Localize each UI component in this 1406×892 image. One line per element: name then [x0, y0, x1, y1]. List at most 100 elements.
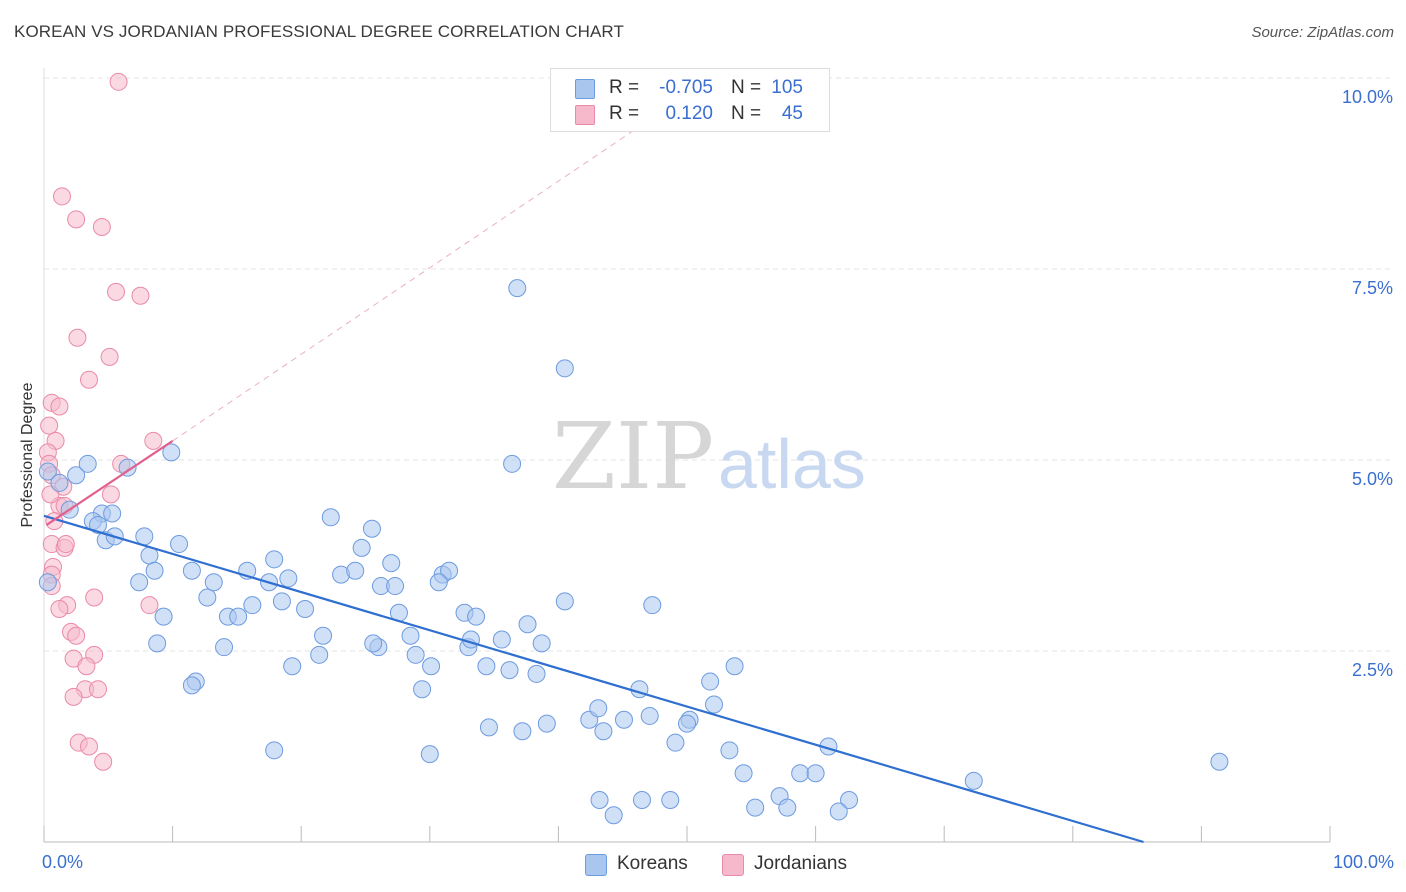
korean-point: [401, 626, 420, 645]
jordanian-point: [107, 282, 126, 301]
jordanian-point: [89, 680, 108, 699]
korean-point: [78, 454, 97, 473]
korean-point: [89, 515, 108, 534]
chart-source: Source: ZipAtlas.com: [1251, 24, 1394, 41]
series-label-jordanians: Jordanians: [754, 853, 847, 874]
korean-point: [243, 596, 262, 615]
korean-point: [162, 443, 181, 462]
korean-point: [746, 798, 765, 817]
korean-point: [720, 741, 739, 760]
korean-point: [661, 790, 680, 809]
jordanian-point: [68, 328, 87, 347]
korean-point: [406, 645, 425, 664]
jordanian-point: [100, 347, 119, 366]
korean-point: [103, 504, 122, 523]
korean-point: [518, 615, 537, 634]
jordanian-point: [92, 217, 111, 236]
korean-point: [513, 722, 532, 741]
korean-point: [145, 561, 164, 580]
jordanian-point: [77, 657, 96, 676]
legend-r-value: 0.120: [665, 103, 713, 124]
watermark-zip: ZIP: [552, 403, 714, 510]
korean-point: [705, 695, 724, 714]
korean-point: [734, 764, 753, 783]
korean-point: [477, 657, 496, 676]
korean-point: [38, 462, 57, 481]
korean-point: [725, 657, 744, 676]
korean-point: [229, 607, 248, 626]
jordanian-point: [67, 626, 86, 645]
jordanian-point: [101, 485, 120, 504]
korean-points: [38, 279, 1229, 825]
korean-point: [778, 798, 797, 817]
korean-point: [362, 519, 381, 538]
legend-r-label: R =: [609, 77, 640, 98]
jordanian-point: [40, 416, 59, 435]
jordanian-point: [109, 72, 128, 91]
legend-n-value: 45: [781, 103, 803, 124]
korean-point: [479, 718, 498, 737]
y-tick-label: 2.5%: [1352, 660, 1393, 680]
correlation-legend: R = -0.705 N = 105 R = 0.120 N = 45: [550, 68, 830, 132]
jordanian-point: [80, 737, 99, 756]
korean-point: [829, 802, 848, 821]
korean-point: [701, 672, 720, 691]
korean-point: [135, 527, 154, 546]
legend-r-label: R =: [609, 103, 640, 124]
korean-point: [283, 657, 302, 676]
y-tick-label: 5.0%: [1352, 469, 1393, 489]
korean-point: [314, 626, 333, 645]
korean-point: [440, 561, 459, 580]
legend-swatch-koreans: [575, 79, 595, 99]
korean-point: [382, 554, 401, 573]
korean-point: [589, 699, 608, 718]
series-label-koreans: Koreans: [617, 853, 688, 874]
korean-point: [604, 806, 623, 825]
korean-point: [632, 790, 651, 809]
korean-point: [555, 592, 574, 611]
legend-n-label: N =: [731, 77, 762, 98]
series-swatch-koreans: [585, 854, 607, 876]
korean-point: [467, 607, 486, 626]
korean-point: [527, 664, 546, 683]
korean-point: [198, 588, 217, 607]
korean-point: [643, 596, 662, 615]
watermark: ZIP atlas: [552, 403, 866, 510]
y-tick-label: 10.0%: [1342, 87, 1393, 107]
legend-row-koreans: R = -0.705 N = 105: [551, 75, 829, 101]
korean-point: [806, 764, 825, 783]
korean-point: [492, 630, 511, 649]
korean-point: [352, 538, 371, 557]
jordanian-point: [67, 210, 86, 229]
korean-point: [386, 577, 405, 596]
korean-point: [279, 569, 298, 588]
series-swatch-jordanians: [722, 854, 744, 876]
jordanian-point: [56, 535, 75, 554]
y-tick-label: 7.5%: [1352, 278, 1393, 298]
korean-point: [590, 790, 609, 809]
korean-point: [182, 561, 201, 580]
korean-point: [265, 741, 284, 760]
korean-point: [182, 676, 201, 695]
chart-title: KOREAN VS JORDANIAN PROFESSIONAL DEGREE …: [14, 22, 624, 41]
korean-point: [666, 733, 685, 752]
jordanian-point: [94, 752, 113, 771]
jordanian-trend-line: [45, 439, 174, 526]
x-tick-label-min: 0.0%: [42, 852, 84, 872]
korean-point: [310, 645, 329, 664]
korean-point: [420, 745, 439, 764]
korean-point: [422, 657, 441, 676]
korean-point: [67, 466, 86, 485]
jordanian-point: [85, 588, 104, 607]
legend-n-label: N =: [731, 103, 762, 124]
legend-n-value: 105: [771, 77, 803, 98]
korean-point: [413, 680, 432, 699]
korean-point: [38, 573, 57, 592]
jordanian-trend-extension: [172, 115, 656, 442]
series-legend: Koreans Jordanians: [0, 852, 1406, 878]
korean-point: [429, 573, 448, 592]
korean-point: [346, 561, 365, 580]
korean-point: [154, 607, 173, 626]
korean-point: [964, 771, 983, 790]
